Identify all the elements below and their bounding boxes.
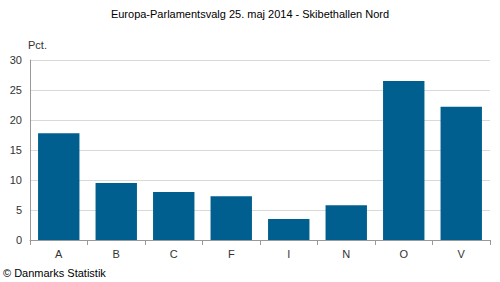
- svg-text:5: 5: [16, 204, 22, 216]
- svg-text:B: B: [113, 248, 120, 260]
- svg-text:30: 30: [10, 54, 22, 66]
- svg-text:Europa-Parlamentsvalg 25. maj: Europa-Parlamentsvalg 25. maj 2014 - Ski…: [111, 8, 389, 20]
- svg-text:I: I: [287, 248, 290, 260]
- svg-text:N: N: [342, 248, 350, 260]
- svg-text:0: 0: [16, 234, 22, 246]
- svg-text:Pct.: Pct.: [28, 39, 47, 51]
- svg-text:10: 10: [10, 174, 22, 186]
- svg-text:© Danmarks Statistik: © Danmarks Statistik: [3, 267, 106, 279]
- svg-text:F: F: [228, 248, 235, 260]
- svg-text:V: V: [458, 248, 466, 260]
- svg-text:25: 25: [10, 84, 22, 96]
- svg-text:15: 15: [10, 144, 22, 156]
- svg-text:C: C: [170, 248, 178, 260]
- svg-text:A: A: [55, 248, 63, 260]
- svg-text:O: O: [399, 248, 408, 260]
- svg-text:20: 20: [10, 114, 22, 126]
